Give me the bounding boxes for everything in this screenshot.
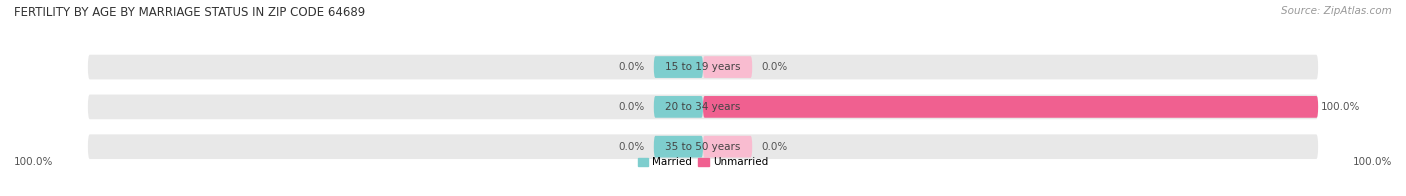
- FancyBboxPatch shape: [654, 96, 703, 118]
- Text: 100.0%: 100.0%: [14, 157, 53, 167]
- Text: Source: ZipAtlas.com: Source: ZipAtlas.com: [1281, 6, 1392, 16]
- Text: 0.0%: 0.0%: [619, 142, 644, 152]
- Text: 0.0%: 0.0%: [762, 62, 787, 72]
- FancyBboxPatch shape: [654, 56, 703, 78]
- Text: 100.0%: 100.0%: [1353, 157, 1392, 167]
- Text: 100.0%: 100.0%: [1322, 102, 1361, 112]
- Text: 0.0%: 0.0%: [619, 102, 644, 112]
- FancyBboxPatch shape: [703, 136, 752, 158]
- Text: 0.0%: 0.0%: [762, 142, 787, 152]
- Text: FERTILITY BY AGE BY MARRIAGE STATUS IN ZIP CODE 64689: FERTILITY BY AGE BY MARRIAGE STATUS IN Z…: [14, 6, 366, 19]
- Text: 15 to 19 years: 15 to 19 years: [665, 62, 741, 72]
- Text: 0.0%: 0.0%: [619, 62, 644, 72]
- FancyBboxPatch shape: [654, 136, 703, 158]
- Text: 35 to 50 years: 35 to 50 years: [665, 142, 741, 152]
- FancyBboxPatch shape: [703, 56, 752, 78]
- FancyBboxPatch shape: [703, 96, 1319, 118]
- FancyBboxPatch shape: [87, 94, 1319, 119]
- Text: 20 to 34 years: 20 to 34 years: [665, 102, 741, 112]
- FancyBboxPatch shape: [87, 134, 1319, 159]
- Legend: Married, Unmarried: Married, Unmarried: [634, 153, 772, 172]
- FancyBboxPatch shape: [87, 55, 1319, 79]
